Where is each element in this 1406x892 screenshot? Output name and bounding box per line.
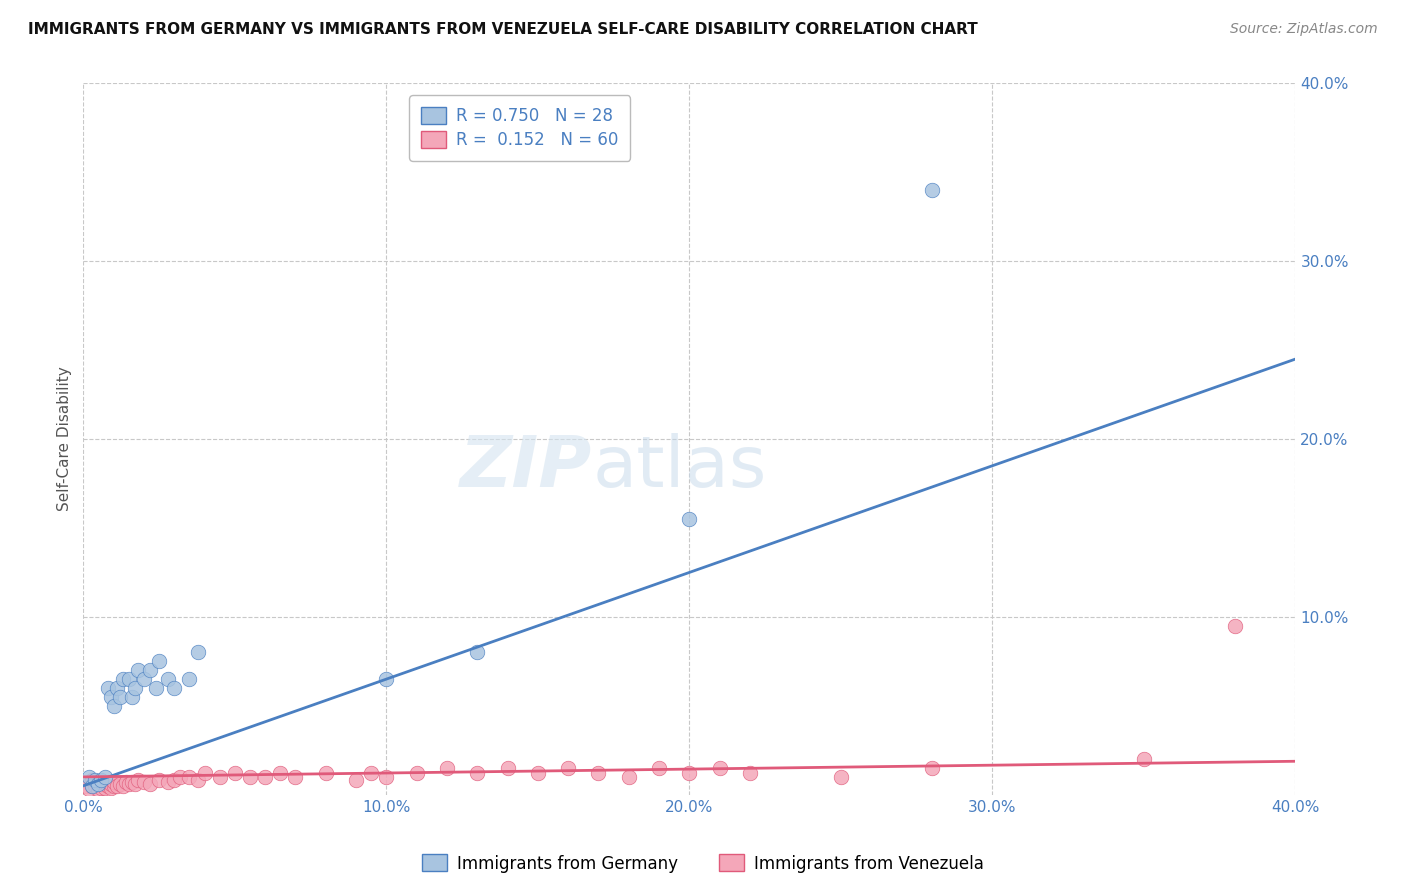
Point <box>90 773 112 788</box>
Point <box>90 780 112 795</box>
Point <box>111 779 134 793</box>
Point <box>187 773 209 788</box>
Point <box>254 770 277 784</box>
Point <box>121 690 143 704</box>
Point <box>103 775 125 789</box>
Point <box>1223 619 1246 633</box>
Point <box>375 770 398 784</box>
Point <box>148 773 170 788</box>
Point <box>139 777 162 791</box>
Point <box>90 775 112 789</box>
Point <box>179 672 201 686</box>
Point <box>169 770 191 784</box>
Point <box>84 773 107 788</box>
Point <box>124 681 146 695</box>
Text: Source: ZipAtlas.com: Source: ZipAtlas.com <box>1230 22 1378 37</box>
Point <box>84 779 107 793</box>
Point <box>375 672 398 686</box>
Point <box>360 766 382 780</box>
Point <box>93 777 115 791</box>
Point <box>108 777 131 791</box>
Point <box>118 777 141 791</box>
Point <box>75 779 97 793</box>
Point <box>187 645 209 659</box>
Point <box>118 672 141 686</box>
Point <box>114 775 136 789</box>
Point <box>496 761 519 775</box>
Point <box>830 770 852 784</box>
Point <box>139 663 162 677</box>
Point <box>79 770 101 784</box>
Point <box>315 766 337 780</box>
Point <box>193 766 215 780</box>
Point <box>678 766 700 780</box>
Point <box>344 773 367 788</box>
Point <box>121 775 143 789</box>
Point <box>105 779 128 793</box>
Text: atlas: atlas <box>592 433 766 502</box>
Point <box>93 780 115 795</box>
Point <box>96 775 118 789</box>
Point <box>100 690 122 704</box>
Point <box>709 761 731 775</box>
Point <box>557 761 579 775</box>
Point <box>127 663 149 677</box>
Point <box>239 770 262 784</box>
Point <box>105 681 128 695</box>
Point <box>87 777 110 791</box>
Point <box>103 698 125 713</box>
Point <box>108 690 131 704</box>
Point <box>163 773 186 788</box>
Point <box>145 681 167 695</box>
Point <box>527 766 550 780</box>
Point <box>465 766 488 780</box>
Point <box>132 672 155 686</box>
Point <box>648 761 671 775</box>
Point <box>208 770 231 784</box>
Point <box>738 766 761 780</box>
Point <box>148 654 170 668</box>
Point <box>124 777 146 791</box>
Point <box>163 681 186 695</box>
Point <box>921 183 943 197</box>
Point <box>100 777 122 791</box>
Point <box>179 770 201 784</box>
Point <box>96 779 118 793</box>
Point <box>82 773 104 788</box>
Point <box>93 770 115 784</box>
Text: ZIP: ZIP <box>460 433 592 502</box>
Point <box>127 773 149 788</box>
Point <box>87 782 110 797</box>
Point <box>436 761 458 775</box>
Point <box>82 779 104 793</box>
Point <box>588 766 610 780</box>
Point <box>157 672 180 686</box>
Text: IMMIGRANTS FROM GERMANY VS IMMIGRANTS FROM VENEZUELA SELF-CARE DISABILITY CORREL: IMMIGRANTS FROM GERMANY VS IMMIGRANTS FR… <box>28 22 977 37</box>
Point <box>96 681 118 695</box>
Point <box>132 775 155 789</box>
Point <box>465 645 488 659</box>
Point <box>79 782 101 797</box>
Point <box>921 761 943 775</box>
Point <box>678 512 700 526</box>
Point <box>157 775 180 789</box>
Point <box>224 766 246 780</box>
Y-axis label: Self-Care Disability: Self-Care Disability <box>58 367 72 511</box>
Legend: Immigrants from Germany, Immigrants from Venezuela: Immigrants from Germany, Immigrants from… <box>415 847 991 880</box>
Point <box>100 780 122 795</box>
Point <box>1133 752 1156 766</box>
Point <box>87 777 110 791</box>
Point <box>82 779 104 793</box>
Point <box>617 770 640 784</box>
Point <box>103 779 125 793</box>
Legend: R = 0.750   N = 28, R =  0.152   N = 60: R = 0.750 N = 28, R = 0.152 N = 60 <box>409 95 630 161</box>
Point <box>269 766 291 780</box>
Point <box>405 766 427 780</box>
Point <box>111 672 134 686</box>
Point <box>284 770 307 784</box>
